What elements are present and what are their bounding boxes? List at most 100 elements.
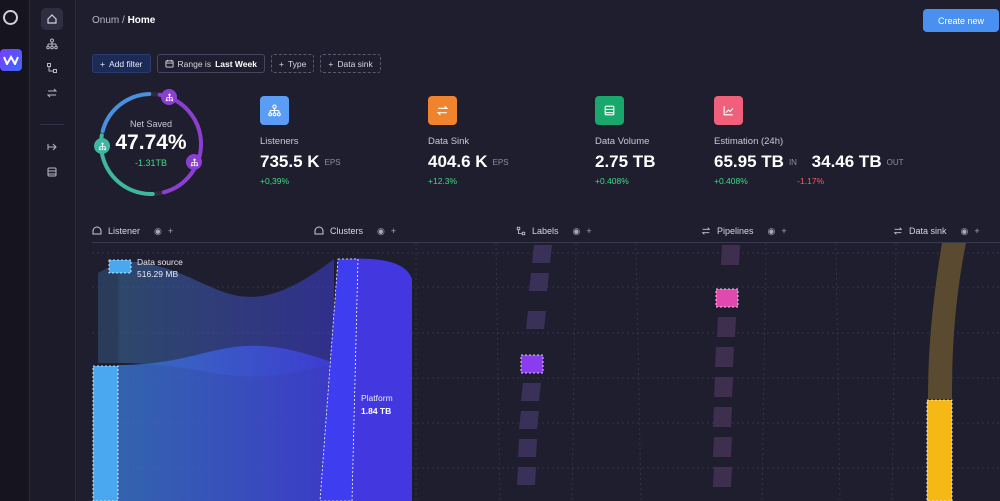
platform-size: 1.84 TB [361,406,391,416]
kpi-label: Estimation (24h) [714,136,784,147]
kpi-value: 2.75 TB [595,152,656,171]
platform-name: Platform [361,393,393,403]
eye-icon[interactable]: ◉ [572,225,581,236]
kpi-data-volume[interactable]: Data Volume 2.75 TB +0.408% [595,96,655,186]
kpi-value: 65.95 TB IN 34.46 TB OUT [714,152,904,172]
add-icon[interactable]: + [974,226,980,236]
listener-node-main[interactable] [92,365,119,501]
plus-icon: + [100,58,105,69]
plus-icon: + [278,58,284,69]
kpi-in-value: 65.95 TB [714,152,784,171]
kpi-change: +0,39% [260,176,290,186]
flow-band-cluster [342,258,412,501]
nav-divider [40,124,64,125]
column-label: Clusters [330,226,364,236]
net-saved-delta: -1.31TB [134,158,167,168]
type-filter-label: Type [287,58,307,69]
eye-icon[interactable]: ◉ [377,225,385,236]
home-icon[interactable] [41,8,63,30]
filter-bar: + Add filter Range is Last Week + Type +… [92,54,381,73]
ring-node-top-icon [161,89,177,105]
workspace-icon[interactable] [0,49,22,71]
column-label: Listener [108,226,141,236]
add-icon[interactable]: + [586,226,592,236]
pipeline-node-active[interactable] [715,288,739,308]
kpi-unit: EPS [324,158,341,168]
kpi-change: +12.3% [428,176,458,186]
source-name: Data source [137,257,183,267]
pipelines-column-icon [701,227,711,235]
listener-column-icon [92,226,102,235]
data-sink-filter-label: Data sink [337,58,373,69]
kpi-label: Data Volume [595,136,650,147]
column-label: Labels [532,226,559,236]
breadcrumb: Onum / Home [92,15,155,26]
flow-band-main [118,345,334,501]
kpi-in-change: +0.408% [714,176,748,186]
label-node-active[interactable] [520,354,544,374]
column-clusters: Clusters ◉ + [314,224,396,238]
data-sink-icon [428,96,457,125]
ring-node-right-icon [186,154,202,170]
breadcrumb-separator: / [119,15,128,26]
column-label: Data sink [909,226,947,236]
clusters-column-icon [314,226,324,235]
kpi-change: +0.408% -1.17% [714,176,904,186]
net-saved-value: 47.74% [115,131,187,154]
label-slots [517,245,552,485]
kpi-label: Data Sink [428,136,470,147]
listeners-icon [260,96,289,125]
sidebar-nav [30,0,76,501]
kpi-change: +0.408% [595,176,629,186]
kpi-listeners[interactable]: Listeners 735.5 K EPS +0,39% [260,96,341,186]
kpi-estimation[interactable]: Estimation (24h) 65.95 TB IN 34.46 TB OUT … [714,96,904,186]
add-icon[interactable]: + [390,226,397,236]
kpi-number: 735.5 K [260,152,320,171]
column-data-sink: Data sink ◉ + [893,224,980,238]
labels-column-icon [516,226,526,236]
kpi-data-sink[interactable]: Data Sink 404.6 K EPS +12.3% [428,96,509,186]
labels-icon[interactable] [41,57,63,79]
add-icon[interactable]: + [781,226,787,236]
add-filter-label: Add filter [108,58,143,69]
flow-band-dark [98,261,120,363]
eye-icon[interactable]: ◉ [154,225,162,236]
sink-node[interactable] [926,399,953,501]
pipelines-icon[interactable] [41,82,63,104]
listener-node-source[interactable] [108,259,132,274]
add-filter-button[interactable]: + Add filter [92,54,151,73]
header-divider [92,242,1000,243]
type-filter-chip[interactable]: + Type [270,54,315,73]
chart-line-icon [714,96,743,125]
add-icon[interactable]: + [167,226,174,236]
column-listener: Listener ◉ + [92,224,173,238]
kpi-in-unit: IN [788,158,797,168]
range-prefix: Range is [177,58,212,69]
flow-band-source [118,259,334,377]
range-filter-chip[interactable]: Range is Last Week [156,54,265,73]
eye-icon[interactable]: ◉ [960,225,969,236]
storage-icon[interactable] [41,161,63,183]
onum-logo[interactable] [3,10,18,25]
create-new-button[interactable]: Create new [923,9,999,32]
column-labels: Labels ◉ + [516,224,592,238]
app-rail [0,0,30,501]
kpi-label: Listeners [260,136,299,147]
kpi-value: 404.6 K EPS [428,152,509,172]
calendar-icon [164,59,174,68]
data-sink-filter-chip[interactable]: + Data sink [320,54,381,73]
data-sink-column-icon [893,227,903,235]
kpi-out-value: 34.46 TB [811,152,882,171]
main-content: Onum / Home Create new + Add filter Rang… [76,0,1000,501]
data-volume-icon [595,96,624,125]
plus-icon: + [328,58,334,69]
net-saved-label: Net Saved [129,119,173,129]
cluster-node-platform[interactable] [319,258,359,501]
eye-icon[interactable]: ◉ [767,225,776,236]
column-pipelines: Pipelines ◉ + [701,224,787,238]
breadcrumb-root[interactable]: Onum [92,15,120,26]
breadcrumb-current: Home [127,15,156,26]
listeners-icon[interactable] [41,33,63,55]
routing-icon[interactable] [41,136,63,158]
net-saved-gauge: Net Saved 47.74% -1.31TB [94,87,208,201]
